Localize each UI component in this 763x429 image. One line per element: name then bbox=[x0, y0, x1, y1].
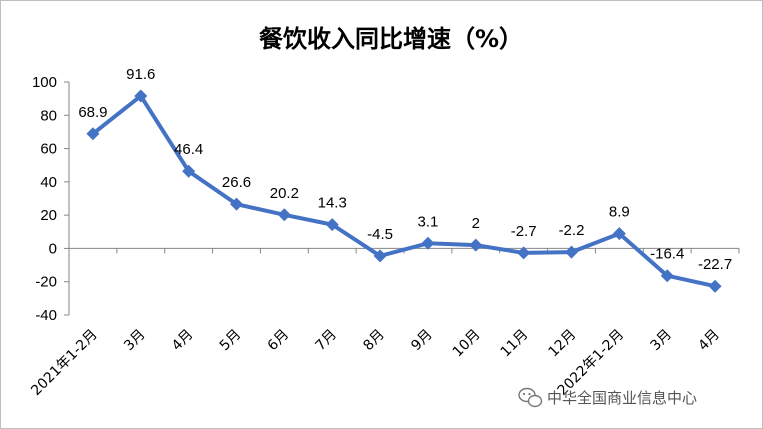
y-tick-label: 60 bbox=[40, 141, 57, 158]
y-tick-label: 20 bbox=[40, 207, 57, 224]
x-tick-label: 3月 bbox=[121, 327, 149, 355]
data-point bbox=[182, 164, 196, 178]
wechat-icon bbox=[518, 387, 543, 408]
data-label: -16.4 bbox=[650, 246, 684, 263]
x-tick-label: 5月 bbox=[217, 327, 245, 355]
x-tick-label: 4月 bbox=[169, 327, 197, 355]
data-point bbox=[565, 245, 578, 259]
data-label: 3.1 bbox=[417, 213, 438, 230]
data-label: 46.4 bbox=[174, 141, 203, 158]
y-tick-label: -20 bbox=[35, 274, 57, 291]
x-axis: 2021年1-2月 3月 4月 5月 6月 7月 8月 9月 10月 11月 12月2022年1-2… bbox=[28, 247, 740, 399]
y-tick-label: 80 bbox=[40, 107, 57, 124]
y-tick-label: 40 bbox=[40, 174, 57, 191]
data-point bbox=[469, 238, 483, 252]
data-point bbox=[325, 218, 339, 232]
x-tick-label: 12月 bbox=[546, 327, 580, 361]
y-tick-label: 100 bbox=[32, 74, 57, 91]
data-point bbox=[660, 269, 674, 283]
x-tick-label: 11月 bbox=[498, 327, 532, 361]
data-point bbox=[134, 89, 148, 103]
data-label: 14.3 bbox=[318, 195, 347, 212]
chart-title: 餐饮收入同比增速（%） bbox=[259, 25, 523, 53]
data-label: 68.9 bbox=[78, 104, 107, 121]
data-point bbox=[86, 127, 100, 141]
data-label: -2.2 bbox=[559, 222, 585, 239]
data-point bbox=[230, 197, 243, 211]
y-axis: -40 -20 0 20 40 60 80 100 bbox=[32, 74, 70, 324]
data-label: 8.9 bbox=[609, 204, 630, 221]
data-label: -22.7 bbox=[698, 256, 732, 273]
x-tick-label: 3月 bbox=[648, 327, 676, 355]
data-labels: 68.9 91.6 46.4 26.6 20.2 14.3 -4.5 3.1 2 -2.7 -2.2… bbox=[78, 66, 732, 273]
data-label: 91.6 bbox=[126, 66, 155, 83]
data-label: 2 bbox=[472, 215, 480, 232]
data-point bbox=[373, 249, 387, 263]
x-tick-label: 4月 bbox=[695, 327, 723, 355]
data-label: -2.7 bbox=[511, 223, 537, 240]
data-point bbox=[708, 279, 722, 293]
y-tick-label: 0 bbox=[49, 240, 57, 257]
data-label: 20.2 bbox=[270, 185, 299, 202]
watermark: 中华全国商业信息中心 bbox=[518, 387, 697, 408]
x-tick-label: 2021年1-2月 bbox=[28, 327, 100, 399]
data-point bbox=[421, 236, 435, 250]
series-line bbox=[91, 93, 716, 289]
data-label: 26.6 bbox=[222, 174, 251, 191]
x-tick-label: 8月 bbox=[360, 327, 388, 355]
data-point bbox=[517, 246, 531, 260]
x-tick-label: 7月 bbox=[313, 327, 341, 355]
watermark-text: 中华全国商业信息中心 bbox=[547, 389, 697, 407]
x-tick-label: 10月 bbox=[450, 327, 484, 361]
data-label: -4.5 bbox=[367, 226, 393, 243]
data-point bbox=[612, 227, 626, 241]
x-tick-label: 6月 bbox=[265, 327, 293, 355]
series-line-group bbox=[86, 89, 722, 293]
data-point bbox=[277, 208, 291, 222]
y-tick-label: -40 bbox=[35, 307, 57, 324]
x-tick-label: 9月 bbox=[408, 327, 436, 355]
